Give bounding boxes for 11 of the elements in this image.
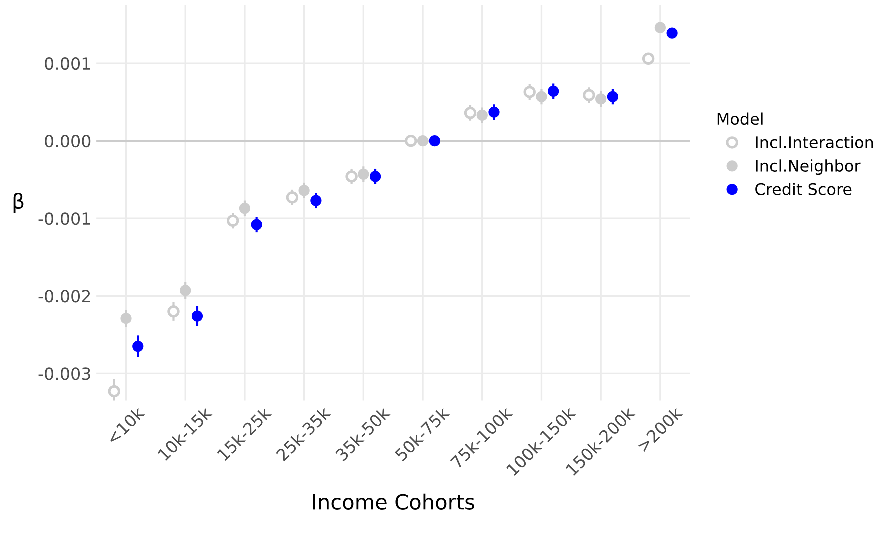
legend-label: Incl.Neighbor	[756, 160, 861, 176]
y-axis-title: β	[14, 192, 24, 214]
legend-label: Incl.Interaction	[756, 136, 874, 149]
legend-label: Credit Score	[756, 183, 852, 196]
y-tick-label: -0.001	[38, 212, 90, 226]
y-tick-label: -0.002	[38, 290, 90, 303]
x-axis-title: Income Cohorts	[313, 494, 474, 510]
legend-title: Model	[718, 112, 763, 126]
y-tick-label: 0.000	[45, 135, 91, 148]
y-tick-label: -0.003	[38, 368, 90, 380]
y-tick-label: 0.001	[45, 57, 90, 70]
